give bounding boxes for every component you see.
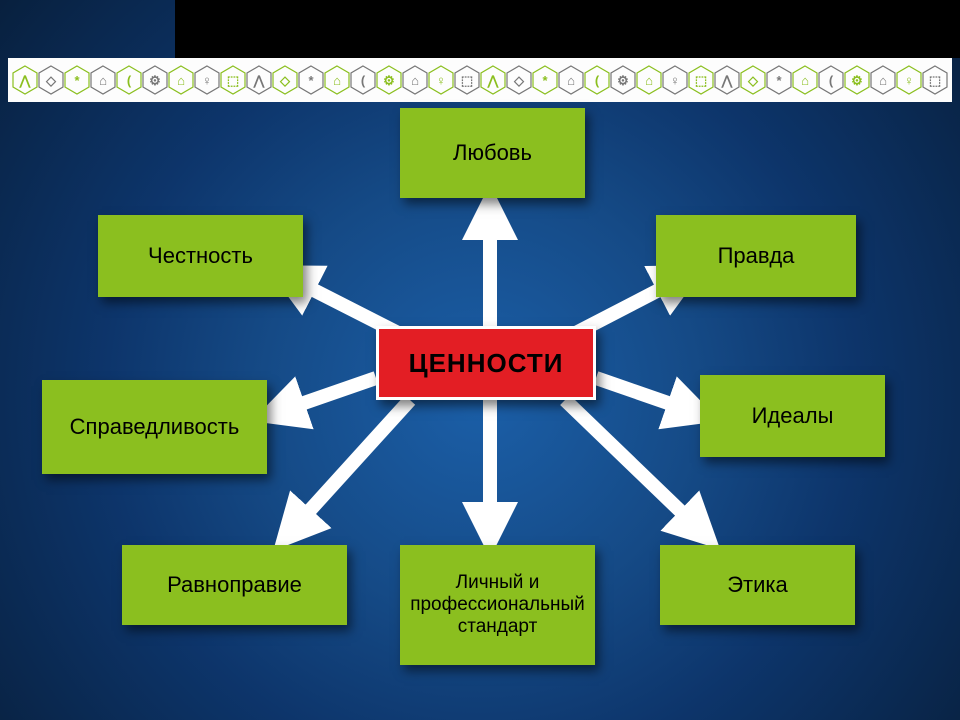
strip-hex-icon: ⌂: [636, 65, 662, 95]
strip-hex-icon: (: [584, 65, 610, 95]
strip-hex-icon: ♀: [896, 65, 922, 95]
strip-hex-icon: ⬚: [220, 65, 246, 95]
diagram-stage: ⋀◇*⌂(⚙⌂♀⬚⋀◇*⌂(⚙⌂♀⬚⋀◇*⌂(⚙⌂♀⬚⋀◇*⌂(⚙⌂♀⬚ ЦЕН…: [0, 0, 960, 720]
arrow-ethics: [565, 400, 700, 530]
strip-hex-icon: ⚙: [610, 65, 636, 95]
center-node: ЦЕННОСТИ: [376, 326, 596, 400]
strip-hex-icon: ⌂: [558, 65, 584, 95]
strip-hex-icon: *: [64, 65, 90, 95]
strip-hex-icon: ⬚: [454, 65, 480, 95]
icon-strip: ⋀◇*⌂(⚙⌂♀⬚⋀◇*⌂(⚙⌂♀⬚⋀◇*⌂(⚙⌂♀⬚⋀◇*⌂(⚙⌂♀⬚: [8, 58, 952, 102]
leaf-node-truth: Правда: [656, 215, 856, 297]
strip-hex-icon: ⚙: [844, 65, 870, 95]
leaf-node-ethics: Этика: [660, 545, 855, 625]
strip-hex-icon: (: [116, 65, 142, 95]
strip-hex-icon: ⬚: [688, 65, 714, 95]
strip-hex-icon: ⬚: [922, 65, 948, 95]
strip-hex-icon: ⌂: [324, 65, 350, 95]
leaf-node-justice: Справедливость: [42, 380, 267, 474]
arrow-equality: [292, 400, 410, 530]
strip-hex-icon: *: [766, 65, 792, 95]
strip-hex-icon: ♀: [662, 65, 688, 95]
strip-hex-icon: (: [350, 65, 376, 95]
strip-hex-icon: ⚙: [142, 65, 168, 95]
leaf-node-honesty: Честность: [98, 215, 303, 297]
strip-hex-icon: ◇: [506, 65, 532, 95]
leaf-node-equality: Равноправие: [122, 545, 347, 625]
leaf-node-love: Любовь: [400, 108, 585, 198]
arrow-justice: [278, 378, 376, 412]
strip-hex-icon: ⋀: [246, 65, 272, 95]
strip-hex-icon: *: [298, 65, 324, 95]
strip-hex-icon: ⋀: [480, 65, 506, 95]
strip-hex-icon: (: [818, 65, 844, 95]
arrow-ideals: [596, 378, 694, 412]
leaf-node-standard: Личный и профессиональный стандарт: [400, 545, 595, 665]
strip-hex-icon: *: [532, 65, 558, 95]
strip-hex-icon: ◇: [38, 65, 64, 95]
strip-hex-icon: ⋀: [12, 65, 38, 95]
strip-hex-icon: ♀: [428, 65, 454, 95]
strip-hex-icon: ⌂: [870, 65, 896, 95]
strip-hex-icon: ◇: [740, 65, 766, 95]
strip-hex-icon: ◇: [272, 65, 298, 95]
strip-hex-icon: ⋀: [714, 65, 740, 95]
strip-hex-icon: ⌂: [792, 65, 818, 95]
strip-hex-icon: ♀: [194, 65, 220, 95]
strip-hex-icon: ⌂: [90, 65, 116, 95]
top-black-bar: [175, 0, 960, 58]
strip-hex-icon: ⌂: [168, 65, 194, 95]
strip-hex-icon: ⚙: [376, 65, 402, 95]
leaf-node-ideals: Идеалы: [700, 375, 885, 457]
strip-hex-icon: ⌂: [402, 65, 428, 95]
